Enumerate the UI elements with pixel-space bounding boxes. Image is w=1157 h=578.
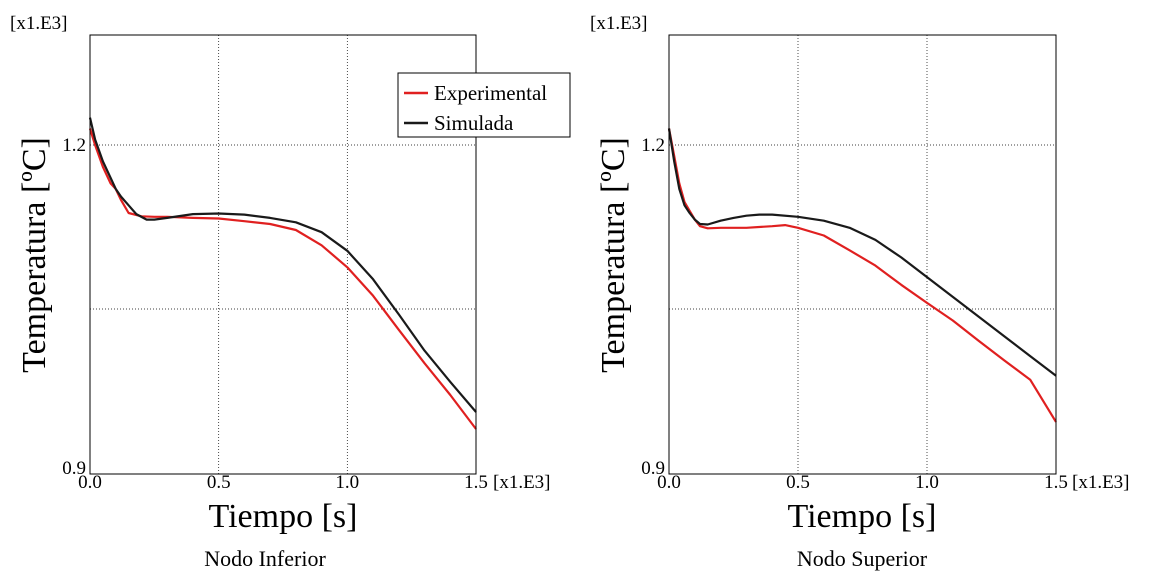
y-tick-label: 0.9 [641, 458, 665, 479]
series-line-experimental [88, 128, 477, 430]
y-tick-label: 1.2 [62, 135, 86, 156]
series-line-simulada [88, 117, 477, 413]
series-line-simulada [667, 128, 1057, 377]
x-tick-label: 0.5 [207, 472, 231, 493]
y-axis-label: Temperatura [ºC] [16, 137, 53, 373]
chart-right: [x1.E3] 1.2 0.9 0.0 0.5 1.0 1.5 [x1.E3] … [590, 13, 1130, 571]
y-multiplier-label: [x1.E3] [590, 13, 648, 34]
chart-caption: Nodo Superior [797, 546, 928, 571]
x-multiplier-label: [x1.E3] [1072, 472, 1130, 493]
x-tick-label: 1.5 [464, 472, 488, 493]
series-group [88, 117, 477, 430]
series-line-experimental [667, 128, 1057, 423]
legend: Experimental Simulada [397, 72, 571, 138]
x-axis-label: Tiempo [s] [788, 498, 937, 535]
x-tick-label: 1.0 [335, 472, 359, 493]
y-axis-label: Temperatura [ºC] [595, 137, 632, 373]
x-tick-label: 0.0 [78, 472, 102, 493]
x-tick-label: 1.5 [1044, 472, 1068, 493]
legend-label-experimental: Experimental [434, 81, 547, 105]
plot-area [668, 34, 1057, 475]
legend-label-simulada: Simulada [434, 111, 514, 135]
y-tick-label: 0.9 [62, 458, 86, 479]
chart-caption: Nodo Inferior [204, 546, 326, 571]
x-axis-label: Tiempo [s] [209, 498, 358, 535]
chart-left: [x1.E3] 1.2 0.9 0.0 0.5 1.0 1.5 [x1.E3] … [10, 13, 571, 571]
plot-area [89, 34, 477, 475]
y-multiplier-label: [x1.E3] [10, 13, 68, 34]
y-tick-label: 1.2 [641, 135, 665, 156]
x-multiplier-label: [x1.E3] [493, 472, 551, 493]
legend-box [397, 72, 571, 138]
series-group [667, 128, 1057, 423]
x-tick-label: 0.0 [657, 472, 681, 493]
x-tick-label: 0.5 [786, 472, 810, 493]
x-tick-label: 1.0 [915, 472, 939, 493]
